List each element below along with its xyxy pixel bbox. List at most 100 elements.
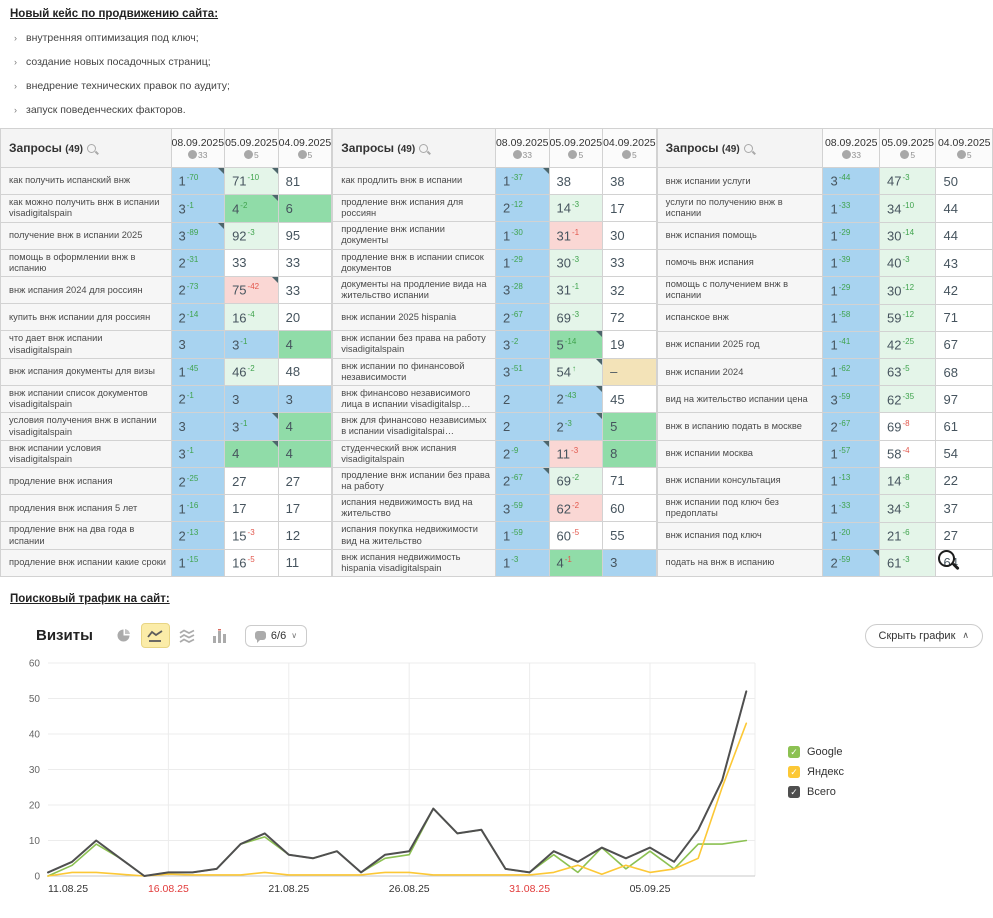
position-cell[interactable]: 48	[277, 357, 333, 386]
query-cell[interactable]: подать на внж в испанию	[656, 548, 824, 578]
position-cell[interactable]: 31-1	[548, 221, 604, 250]
position-cell[interactable]: 75-42	[224, 276, 279, 305]
query-cell[interactable]: внж в испанию подать в москве	[656, 412, 824, 441]
position-cell[interactable]: 43	[935, 248, 993, 278]
query-cell[interactable]: помочь внж испания	[656, 248, 824, 278]
query-cell[interactable]: внж испании 2025 hispania	[332, 303, 496, 332]
query-cell[interactable]: испания покупка недвижимости вид на жите…	[332, 521, 496, 550]
query-cell[interactable]: внж испании список документов visadigita…	[0, 384, 172, 414]
position-cell[interactable]: 45	[602, 384, 657, 414]
position-cell[interactable]: 30-3	[548, 248, 604, 277]
position-cell[interactable]: 37	[935, 494, 993, 523]
position-cell[interactable]: 38	[602, 167, 657, 195]
date-column-header[interactable]: 05.09.2025 5	[878, 128, 937, 168]
position-cell[interactable]: 44	[935, 194, 993, 223]
position-cell[interactable]: 3-28	[494, 275, 550, 305]
position-cell[interactable]: 97	[935, 385, 993, 414]
position-cell[interactable]: 71-10	[224, 166, 279, 196]
query-cell[interactable]: вид на жительство испании цена	[656, 385, 824, 414]
position-cell[interactable]: 60-5	[548, 521, 604, 550]
legend-checkbox-icon[interactable]: ✓	[788, 746, 800, 759]
position-cell[interactable]: 58-4	[878, 439, 937, 468]
position-cell[interactable]: 60	[602, 494, 657, 523]
query-cell[interactable]: документы на продление вида на жительств…	[332, 275, 496, 305]
position-cell[interactable]: 27	[224, 467, 279, 496]
position-cell[interactable]: 1-33	[822, 494, 880, 523]
query-cell[interactable]: продление внж в испании список документо…	[332, 248, 496, 277]
date-column-header[interactable]: 05.09.2025 5	[548, 128, 604, 168]
position-cell[interactable]: 50	[935, 166, 993, 196]
position-cell[interactable]: 67	[935, 330, 993, 360]
position-cell[interactable]: 16-4	[224, 303, 279, 332]
query-cell[interactable]: помощь с получением внж в испании	[656, 276, 824, 305]
position-cell[interactable]: 1-37	[494, 167, 550, 195]
query-cell[interactable]: внж испании услуги	[656, 166, 824, 196]
position-cell[interactable]: 2-3	[548, 412, 604, 441]
position-cell[interactable]: 1-29	[822, 221, 880, 250]
position-cell[interactable]: 95	[277, 221, 333, 250]
query-cell[interactable]: продление внж испании без права на работ…	[332, 466, 496, 496]
position-cell[interactable]: 3-1	[170, 439, 226, 469]
query-cell[interactable]: внж испания под ключ	[656, 521, 824, 550]
stacked-area-icon[interactable]	[173, 623, 202, 648]
query-cell[interactable]: внж испании консультация	[656, 466, 824, 496]
position-cell[interactable]: 3-59	[494, 494, 550, 523]
position-cell[interactable]: 2-43	[548, 384, 604, 414]
date-column-header[interactable]: 04.09.2025 5	[277, 128, 333, 168]
position-cell[interactable]: 71	[602, 466, 657, 496]
query-cell[interactable]: внж испании условия visadigitalspain	[0, 439, 172, 469]
position-cell[interactable]: 2-12	[494, 193, 550, 223]
position-cell[interactable]: 1-58	[822, 303, 880, 332]
position-cell[interactable]: 69-2	[548, 466, 604, 496]
position-cell[interactable]: 2-67	[494, 466, 550, 496]
position-cell[interactable]: 61-3	[878, 548, 937, 578]
position-cell[interactable]: 17	[277, 494, 333, 523]
position-cell[interactable]: 4-2	[224, 194, 279, 223]
legend-checkbox-icon[interactable]: ✓	[788, 766, 800, 779]
position-cell[interactable]: 38	[548, 167, 604, 195]
position-cell[interactable]: 20	[277, 303, 333, 332]
position-cell[interactable]: 69-3	[548, 303, 604, 332]
position-cell[interactable]: 2	[494, 412, 550, 441]
position-cell[interactable]: 44	[935, 221, 993, 250]
position-cell[interactable]: 40-3	[878, 248, 937, 278]
position-cell[interactable]: 14-3	[548, 193, 604, 223]
query-cell[interactable]: продление внж испании документы	[332, 221, 496, 250]
comments-filter-button[interactable]: 6/6 ∨	[244, 624, 308, 647]
query-cell[interactable]: внж испания документы для визы	[0, 357, 172, 386]
position-cell[interactable]: 1-29	[822, 276, 880, 305]
position-cell[interactable]: 3-51	[494, 357, 550, 386]
position-cell[interactable]: 19	[602, 330, 657, 359]
query-cell[interactable]: продление внж на два года в испании	[0, 521, 172, 550]
position-cell[interactable]: 11-3	[548, 439, 604, 468]
query-cell[interactable]: помощь в оформлении внж в испанию	[0, 248, 172, 278]
query-cell[interactable]: внж испании по финансовой независимости	[332, 357, 496, 386]
query-cell[interactable]: внж испания недвижимость hispania visadi…	[332, 548, 496, 578]
position-cell[interactable]: 4	[277, 412, 333, 441]
query-cell[interactable]: продление внж испания	[0, 467, 172, 496]
position-cell[interactable]: 1-20	[822, 521, 880, 550]
position-cell[interactable]: 1-70	[170, 166, 226, 196]
position-cell[interactable]: 2-13	[170, 521, 226, 550]
position-cell[interactable]: 6	[277, 194, 333, 223]
position-cell[interactable]: 4	[277, 330, 333, 359]
legend-item[interactable]: ✓ Google	[788, 746, 844, 759]
position-cell[interactable]: 34-3	[878, 494, 937, 523]
query-cell[interactable]: купить внж испании для россиян	[0, 303, 172, 332]
position-cell[interactable]: 32	[602, 275, 657, 305]
pie-chart-icon[interactable]	[109, 623, 138, 648]
position-cell[interactable]: 68	[935, 358, 993, 387]
position-cell[interactable]: 34-10	[878, 194, 937, 223]
date-column-header[interactable]: 08.09.2025 33	[822, 128, 880, 168]
position-cell[interactable]: –	[602, 357, 657, 386]
position-cell[interactable]: 3	[602, 548, 657, 578]
legend-item[interactable]: ✓ Всего	[788, 786, 844, 799]
query-cell[interactable]: внж испании 2025 год	[656, 330, 824, 360]
position-cell[interactable]: 3-44	[822, 166, 880, 196]
position-cell[interactable]: 11	[277, 548, 333, 578]
query-cell[interactable]: внж испании 2024	[656, 358, 824, 387]
position-cell[interactable]: 42	[935, 276, 993, 305]
position-cell[interactable]: 1-30	[494, 221, 550, 250]
position-cell[interactable]: 1-41	[822, 330, 880, 360]
position-cell[interactable]: 59-12	[878, 303, 937, 332]
